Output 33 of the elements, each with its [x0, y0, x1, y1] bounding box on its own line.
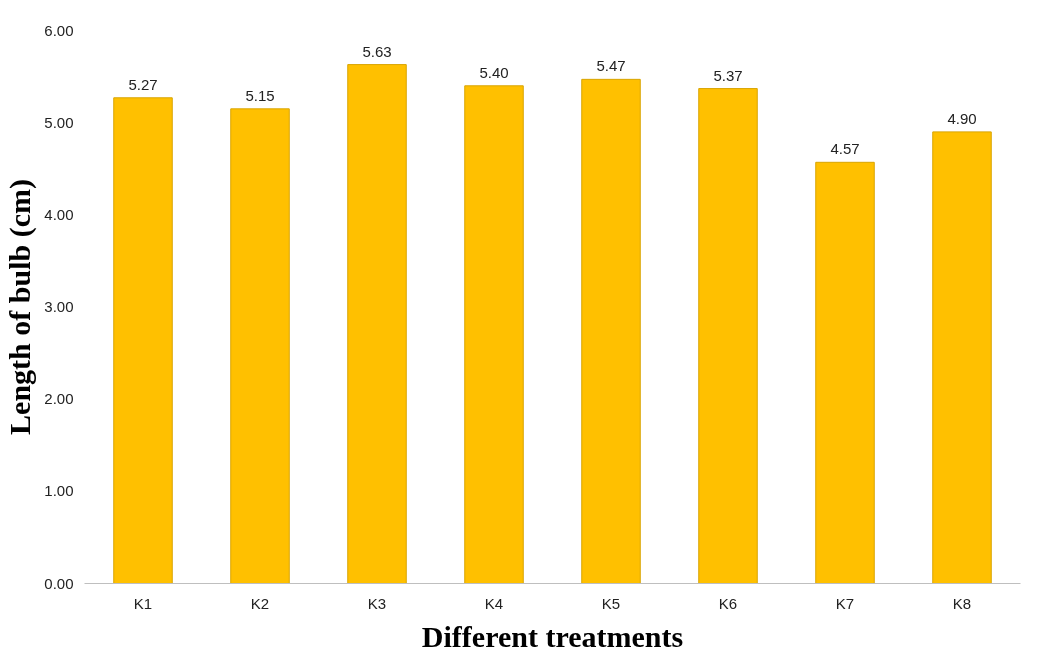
x-tick-label: K3 — [367, 594, 387, 612]
x-tick-label: K1 — [133, 594, 153, 612]
bar — [347, 64, 407, 584]
x-tick-label: K5 — [601, 594, 621, 612]
data-label: 5.15 — [245, 86, 275, 104]
bar — [932, 131, 992, 584]
y-tick-label: 1.00 — [44, 482, 74, 500]
y-tick-label: 2.00 — [44, 390, 74, 408]
bar — [464, 85, 524, 584]
x-tick-label: K6 — [718, 594, 738, 612]
x-tick-label: K8 — [952, 594, 972, 612]
y-tick-label: 6.00 — [44, 21, 74, 39]
y-tick-label: 5.00 — [44, 113, 74, 131]
bar — [581, 78, 641, 584]
x-tick-label: K7 — [835, 594, 855, 612]
data-label: 4.57 — [830, 140, 860, 158]
data-label: 5.47 — [596, 57, 626, 75]
data-label: 5.27 — [128, 75, 158, 93]
y-axis-title: Length of bulb (cm) — [3, 179, 38, 435]
bar — [230, 108, 290, 584]
data-label: 5.37 — [713, 66, 743, 84]
x-axis-title: Different treatments — [421, 619, 684, 653]
data-label: 5.63 — [362, 42, 392, 60]
data-label: 5.40 — [479, 63, 509, 81]
bar — [815, 161, 875, 584]
x-tick-label: K2 — [250, 594, 270, 612]
y-tick-label: 3.00 — [44, 298, 74, 315]
y-tick-label: 4.00 — [44, 205, 74, 223]
data-label: 4.90 — [947, 109, 977, 127]
bar — [698, 88, 758, 584]
bar — [113, 97, 173, 584]
x-tick-label: K4 — [484, 594, 504, 612]
y-tick-label: 0.00 — [44, 574, 74, 592]
